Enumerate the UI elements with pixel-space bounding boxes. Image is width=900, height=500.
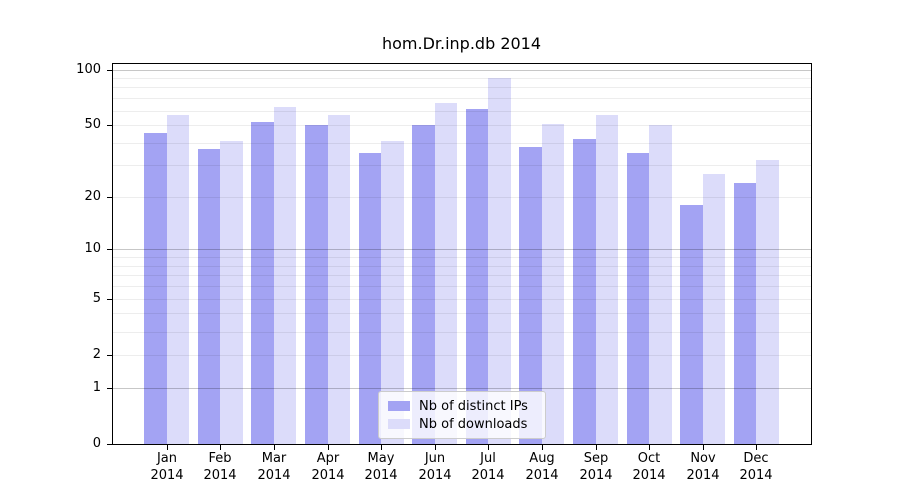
- bar-nb-of-downloads-jul: [488, 78, 511, 444]
- bar-nb-of-downloads-jan: [166, 114, 190, 444]
- gridline-minor-8: [113, 266, 811, 267]
- legend-label-downloads: Nb of downloads: [419, 416, 528, 432]
- x-tick-aug: [542, 445, 543, 450]
- gridline-minor-50: [113, 125, 811, 126]
- y-tick-0: [107, 444, 112, 445]
- y-tick-2: [107, 355, 112, 356]
- x-tick-feb: [220, 445, 221, 450]
- bar-nb-of-downloads-feb: [220, 140, 243, 444]
- y-tick-1: [107, 388, 112, 389]
- bar-nb-of-distinct-ips-jan: [144, 133, 167, 444]
- x-tick-label-nov: Nov 2014: [686, 451, 720, 483]
- gridline-major-10: [113, 249, 811, 250]
- x-tick-label-aug: Aug 2014: [525, 451, 559, 483]
- gridline-minor-4: [113, 313, 811, 314]
- gridline-minor-60: [113, 111, 811, 112]
- gridline-minor-9: [113, 257, 811, 258]
- bar-nb-of-downloads-oct: [649, 125, 672, 444]
- bar-nb-of-downloads-mar: [273, 106, 297, 444]
- y-tick-label-2: 2: [92, 347, 101, 362]
- x-tick-oct: [649, 445, 650, 450]
- gridline-minor-3: [113, 332, 811, 333]
- x-tick-label-mar: Mar 2014: [257, 451, 291, 483]
- x-tick-nov: [703, 445, 704, 450]
- bar-nb-of-distinct-ips-sep: [573, 138, 596, 444]
- gridline-minor-2: [113, 355, 811, 356]
- y-tick-50: [107, 125, 112, 126]
- gridline-major-100: [113, 70, 811, 71]
- gridline-minor-20: [113, 197, 811, 198]
- bar-nb-of-distinct-ips-oct: [626, 153, 650, 444]
- bar-nb-of-downloads-jun: [434, 102, 458, 444]
- x-tick-mar: [274, 445, 275, 450]
- x-tick-jan: [167, 445, 168, 450]
- y-tick-label-0: 0: [92, 436, 101, 451]
- legend-entry-downloads: Nb of downloads: [388, 415, 536, 433]
- bar-nb-of-distinct-ips-apr: [305, 125, 328, 444]
- bar-nb-of-distinct-ips-feb: [197, 148, 221, 444]
- bar-nb-of-distinct-ips-aug: [519, 146, 542, 444]
- x-tick-label-feb: Feb 2014: [203, 451, 237, 483]
- legend: Nb of distinct IPs Nb of downloads: [378, 391, 546, 439]
- gridline-minor-90: [113, 78, 811, 79]
- bar-nb-of-distinct-ips-mar: [251, 121, 274, 444]
- y-tick-label-20: 20: [84, 189, 101, 204]
- bar-nb-of-distinct-ips-jun: [412, 125, 435, 444]
- gridline-minor-70: [113, 98, 811, 99]
- x-tick-label-jan: Jan 2014: [150, 451, 184, 483]
- y-tick-10: [107, 249, 112, 250]
- y-tick-label-1: 1: [92, 380, 101, 395]
- gridline-major-1: [113, 388, 811, 389]
- x-tick-label-jun: Jun 2014: [418, 451, 452, 483]
- gridline-minor-5: [113, 299, 811, 300]
- bar-nb-of-downloads-dec: [756, 160, 779, 444]
- x-tick-label-apr: Apr 2014: [311, 451, 345, 483]
- legend-swatch-distinct-ips: [388, 401, 410, 411]
- bar-nb-of-downloads-sep: [595, 114, 618, 444]
- x-tick-label-jul: Jul 2014: [471, 451, 505, 483]
- x-tick-sep: [596, 445, 597, 450]
- x-tick-label-oct: Oct 2014: [632, 451, 666, 483]
- legend-label-distinct-ips: Nb of distinct IPs: [419, 398, 528, 414]
- bar-nb-of-downloads-aug: [541, 123, 565, 444]
- y-tick-20: [107, 197, 112, 198]
- x-tick-jul: [488, 445, 489, 450]
- gridline-minor-6: [113, 286, 811, 287]
- bar-nb-of-downloads-nov: [702, 173, 726, 444]
- y-tick-label-10: 10: [84, 241, 101, 256]
- y-tick-label-5: 5: [92, 291, 101, 306]
- gridline-minor-7: [113, 275, 811, 276]
- x-tick-jun: [435, 445, 436, 450]
- bar-nb-of-downloads-apr: [327, 114, 350, 444]
- x-tick-label-dec: Dec 2014: [739, 451, 773, 483]
- y-tick-label-50: 50: [84, 117, 101, 132]
- y-tick-5: [107, 299, 112, 300]
- plot-area: Nb of distinct IPs Nb of downloads: [112, 63, 812, 445]
- x-tick-label-may: May 2014: [364, 451, 398, 483]
- x-tick-label-sep: Sep 2014: [579, 451, 613, 483]
- gridline-minor-40: [113, 143, 811, 144]
- gridline-minor-80: [113, 87, 811, 88]
- bar-nb-of-distinct-ips-jul: [465, 109, 489, 444]
- bar-nb-of-distinct-ips-may: [358, 153, 382, 444]
- gridline-minor-30: [113, 165, 811, 166]
- bar-nb-of-distinct-ips-dec: [733, 182, 757, 444]
- x-tick-may: [381, 445, 382, 450]
- y-tick-100: [107, 70, 112, 71]
- bar-nb-of-downloads-may: [381, 140, 404, 444]
- x-tick-dec: [756, 445, 757, 450]
- x-tick-apr: [328, 445, 329, 450]
- legend-entry-distinct-ips: Nb of distinct IPs: [388, 397, 536, 415]
- legend-swatch-downloads: [388, 419, 410, 429]
- bar-nb-of-distinct-ips-nov: [680, 205, 703, 444]
- chart-title: hom.Dr.inp.db 2014: [381, 34, 542, 53]
- y-tick-label-100: 100: [76, 62, 101, 77]
